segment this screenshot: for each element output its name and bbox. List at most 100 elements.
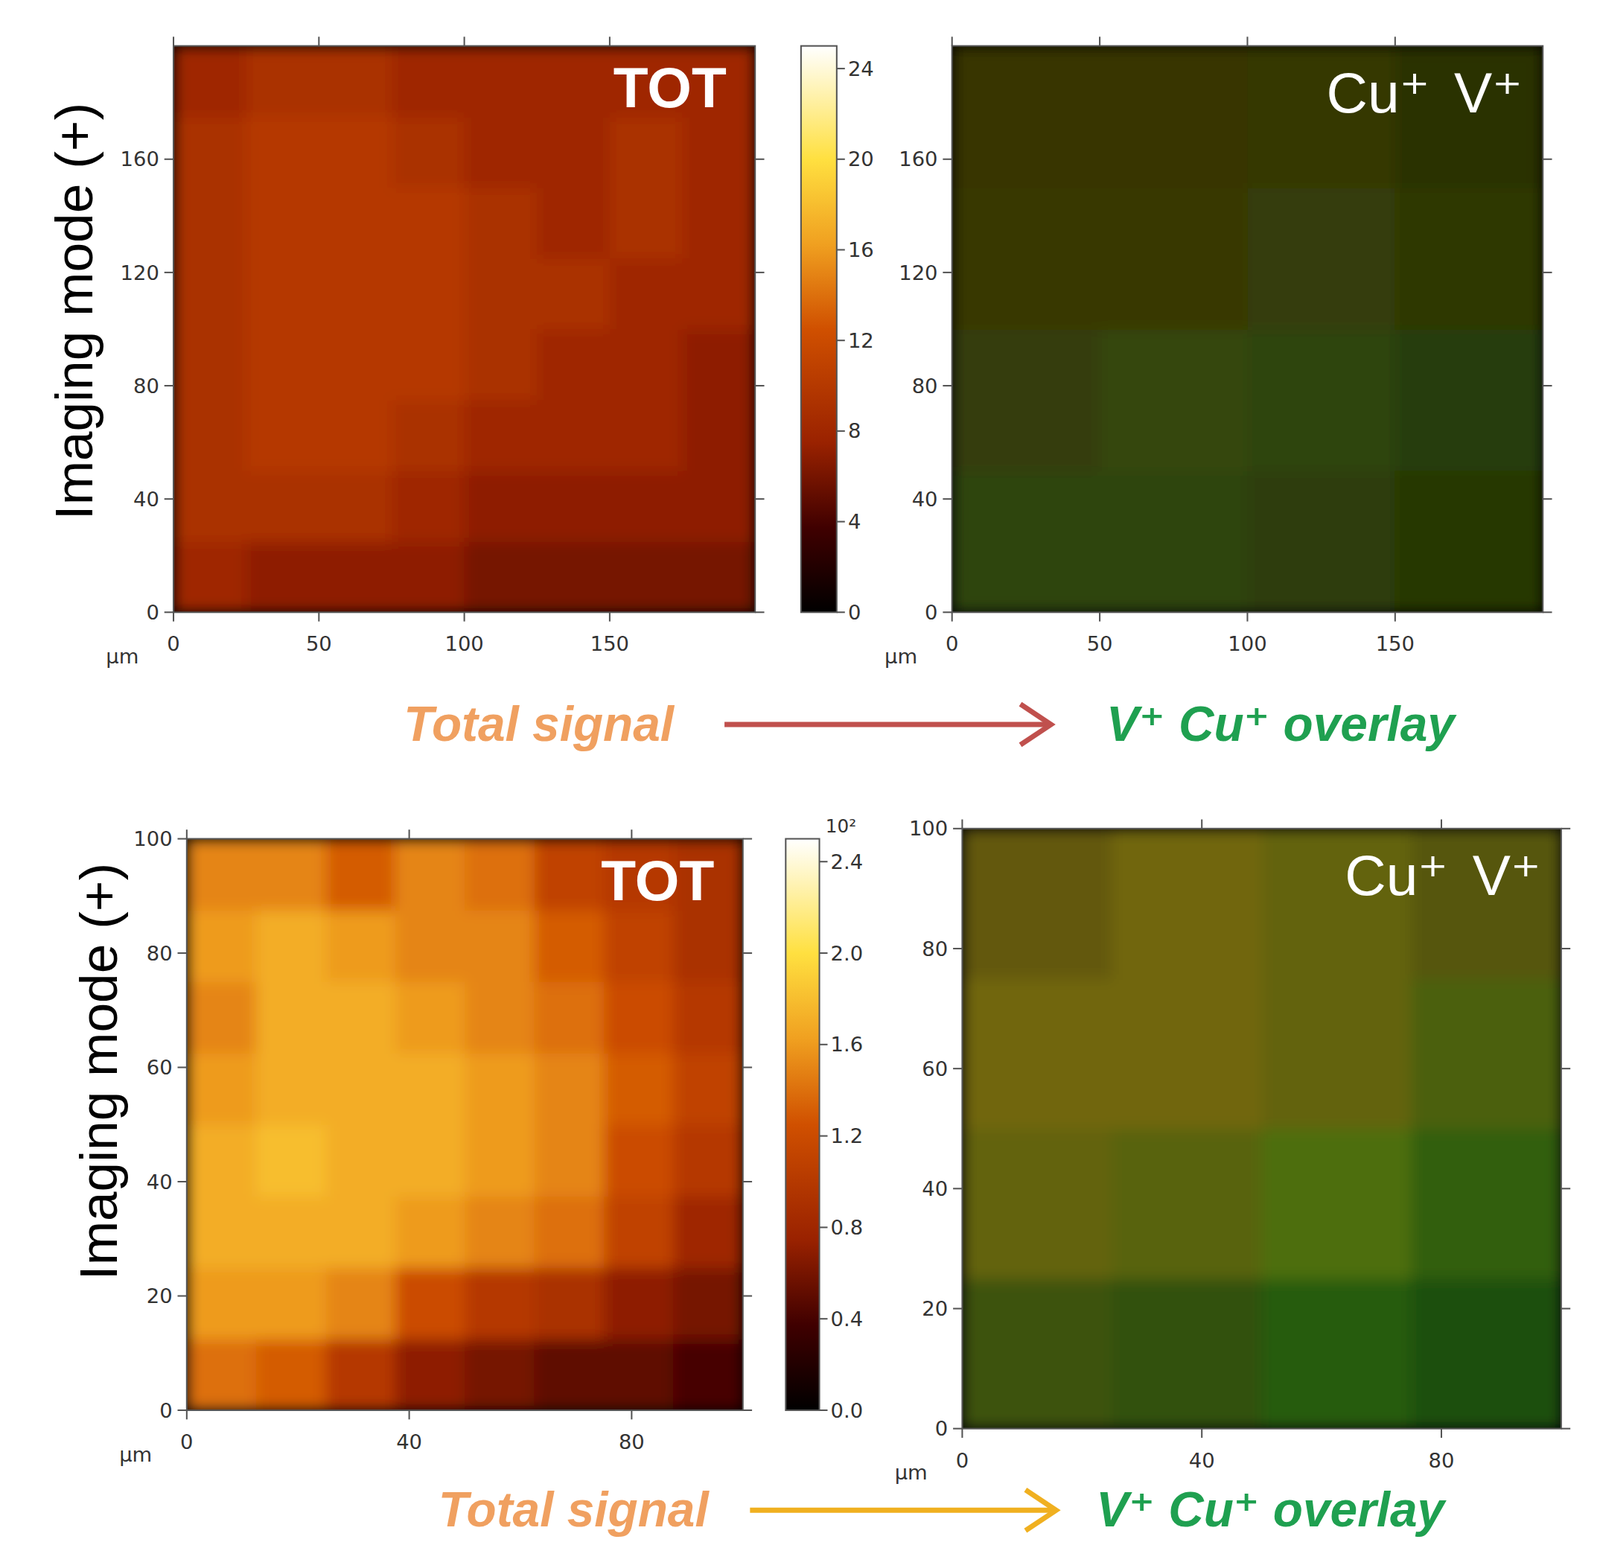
y-tick-label: 0 <box>145 600 159 624</box>
y-tick-label: 0 <box>159 1398 172 1423</box>
y-tick-right <box>754 384 764 387</box>
x-tick-top <box>1394 36 1396 46</box>
frame <box>952 46 1544 613</box>
colorbar <box>785 839 819 1411</box>
frame <box>961 828 1561 1429</box>
cell <box>673 1124 743 1197</box>
cell <box>1261 1278 1413 1429</box>
cell <box>326 1124 397 1197</box>
cell <box>1112 1128 1263 1280</box>
cell <box>186 1338 257 1411</box>
y-tick-label: 80 <box>921 937 948 961</box>
cell <box>952 329 1101 472</box>
cell <box>391 470 465 543</box>
cell <box>534 1124 605 1197</box>
y-tick-label: 100 <box>909 816 948 840</box>
cell <box>246 46 320 118</box>
cell <box>609 329 683 401</box>
cells <box>186 839 744 1411</box>
cell <box>464 1124 535 1197</box>
x-tick-label: 40 <box>396 1430 423 1454</box>
y-tick <box>164 611 174 613</box>
cell <box>256 981 327 1054</box>
plot-bg <box>186 839 744 1411</box>
cell <box>1112 828 1263 980</box>
x-tick-top <box>630 829 633 839</box>
x-tick <box>1394 612 1396 621</box>
colorbar-tick <box>836 248 846 251</box>
cell <box>173 46 247 118</box>
cell <box>318 187 392 260</box>
colorbar-tick <box>836 67 846 70</box>
cell <box>682 258 756 330</box>
cell <box>173 329 247 401</box>
x-tick <box>186 1410 188 1420</box>
cell <box>1112 978 1263 1129</box>
cell <box>673 1338 743 1411</box>
plot-bg <box>173 46 755 613</box>
y-tick-right <box>1561 1067 1571 1070</box>
y-tick <box>177 1066 187 1068</box>
y-tick-right <box>1542 271 1552 274</box>
cell <box>603 909 674 983</box>
cell <box>536 329 610 401</box>
colorbar-label: 10² <box>825 815 857 837</box>
cell <box>682 187 756 260</box>
cell <box>186 1124 257 1197</box>
flow-to: V⁺ Cu⁺ overlay <box>1095 1481 1447 1537</box>
y-tick-label: 80 <box>912 374 939 398</box>
cells <box>952 46 1544 613</box>
colorbar-tick <box>836 430 846 432</box>
cell <box>673 1267 743 1340</box>
y-tick <box>942 498 952 500</box>
cell <box>464 909 535 983</box>
cell <box>395 1338 466 1411</box>
cell <box>246 470 320 543</box>
x-tick-top <box>951 36 954 46</box>
y-tick <box>953 1067 962 1070</box>
cell <box>609 258 683 330</box>
x-tick-top <box>609 36 611 46</box>
panel: 04080020406080100µmV⁺Cu⁺ <box>894 816 1571 1484</box>
y-tick <box>953 947 962 950</box>
arrow-head <box>1020 704 1052 746</box>
y-tick <box>953 1307 962 1309</box>
y-tick-label: 40 <box>921 1177 948 1201</box>
cell <box>464 399 538 472</box>
cell <box>246 329 320 401</box>
figure: 05010015004080120160µmTOT048121620240501… <box>0 0 1600 1548</box>
cell <box>318 46 392 118</box>
y-tick <box>953 1187 962 1190</box>
x-tick-label: 0 <box>180 1430 193 1454</box>
y-tick-right <box>1561 1307 1571 1309</box>
y-tick-label: 60 <box>921 1057 948 1081</box>
cell <box>464 541 538 613</box>
cell <box>318 258 392 330</box>
cell <box>256 1338 327 1411</box>
colorbar-tick-label: 16 <box>848 238 875 262</box>
cell <box>318 470 392 543</box>
cell <box>603 1124 674 1197</box>
cell <box>326 1267 397 1340</box>
cell <box>673 981 743 1054</box>
cell <box>464 981 535 1054</box>
y-tick-right <box>1561 1187 1571 1190</box>
y-tick-right <box>743 1294 752 1297</box>
y-tick-right <box>1561 1428 1571 1430</box>
cell <box>246 258 320 330</box>
panel-title: TOT <box>600 848 715 913</box>
cell <box>673 909 743 983</box>
cells <box>961 828 1561 1429</box>
colorbar-tick-label: 2.4 <box>830 850 864 874</box>
panel: 05010015004080120160µmV⁺Cu⁺ <box>884 36 1553 668</box>
x-tick <box>961 1428 963 1438</box>
cell <box>536 541 610 613</box>
x-tick-top <box>463 36 466 46</box>
y-tick <box>953 1428 962 1430</box>
cell <box>1411 1128 1562 1280</box>
cell <box>1247 470 1396 613</box>
cell <box>534 1338 605 1411</box>
y-tick <box>177 1180 187 1183</box>
x-tick <box>630 1410 633 1420</box>
panel-title: TOT <box>613 55 727 120</box>
